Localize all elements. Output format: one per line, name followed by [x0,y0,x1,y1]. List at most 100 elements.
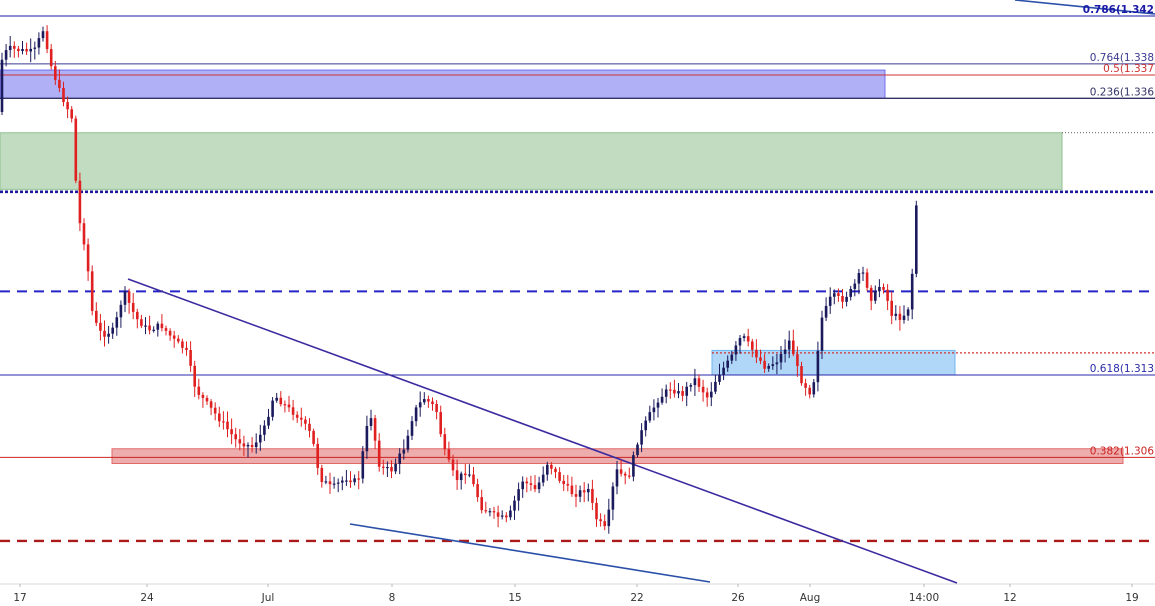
candle-15 [62,81,65,107]
candle-body [537,482,541,490]
candle-body [361,451,365,479]
candle-5 [21,40,24,55]
candle-body [295,414,299,418]
candle-114 [468,464,471,478]
x-tick-label-1: 24 [140,592,154,604]
candle-body [13,45,16,49]
candle-168 [689,383,693,392]
candle-92 [377,433,381,472]
candle-body [726,360,729,368]
candle-157 [644,416,647,437]
candle-body [628,475,631,477]
candle-body [869,287,873,301]
candle-body [386,466,389,469]
candle-body [283,404,287,406]
candle-body [185,347,188,351]
lower-wedge-trendline[interactable] [349,523,711,583]
candle-203 [833,289,836,305]
candle-body [915,205,918,274]
candle-200 [820,310,824,359]
candle-body [246,444,250,447]
candle-body [373,418,377,441]
candle-61 [250,437,254,453]
candle-86 [353,474,356,486]
top-right-trendline[interactable] [1014,0,1155,15]
candle-46 [189,341,192,372]
candle-body [742,336,746,338]
candle-40 [164,325,168,336]
candle-180 [738,335,742,354]
candle-body [603,521,606,527]
candle-122 [500,510,504,520]
candle-body [484,510,488,512]
candle-16 [66,96,69,119]
candle-13 [54,61,57,85]
candle-98 [402,439,406,460]
candle-body [209,401,213,408]
light-blue-support-zone[interactable] [711,349,956,376]
candle-220 [902,305,906,324]
candle-body [595,502,598,520]
candle-body [254,442,258,448]
candle-body [828,296,832,306]
candle-body [402,449,406,454]
candle-169 [693,368,697,396]
candle-body [472,474,475,485]
candle-body [546,464,549,475]
candle-42 [172,330,176,348]
candle-126 [517,482,520,511]
candle-body [291,407,295,415]
candle-120 [492,506,496,519]
descending-trendline[interactable] [127,278,958,584]
fib-label-2: 0.5(1.337 [1103,63,1154,75]
x-tick-label-4: 15 [508,592,521,604]
candle-body [357,478,360,480]
candle-22 [90,265,94,316]
candle-body [722,367,725,375]
candle-body [664,389,668,397]
candle-166 [681,385,684,402]
candle-91 [373,414,377,450]
candle-124 [509,505,512,521]
candle-body [423,399,426,403]
candle-184 [755,339,758,364]
candle-72 [295,411,299,423]
candle-body [771,364,775,367]
green-resistance-zone[interactable] [0,132,1063,190]
candle-34 [140,314,143,329]
candle-90 [369,409,373,431]
candle-body [607,509,611,527]
candle-135 [554,466,557,479]
candle-body [824,305,828,318]
candle-130 [533,475,537,493]
candle-body [443,434,447,450]
candle-body [394,463,397,472]
candle-body [623,473,627,476]
candle-body [205,397,209,402]
candle-body [8,45,12,51]
candle-23 [95,302,98,327]
candle-body [201,394,205,398]
candle-body [800,366,803,384]
x-tick-label-8: 14:00 [909,592,939,604]
candle-223 [915,200,918,278]
candle-156 [640,423,643,453]
candle-body [17,48,20,52]
candle-0 [0,52,4,116]
candle-121 [496,505,500,528]
candle-29 [119,300,123,328]
candle-148 [607,498,611,534]
candle-body [779,353,783,363]
blue-resistance-zone[interactable] [0,69,886,99]
candle-70 [287,395,291,413]
candle-body [95,310,98,323]
candle-198 [812,378,816,398]
candle-189 [775,353,779,375]
candle-body [45,31,49,50]
candle-body [279,397,283,405]
candle-82 [336,478,340,493]
x-tick-label-2: Jul [261,592,275,604]
candle-body [652,407,656,413]
candle-218 [894,305,898,321]
